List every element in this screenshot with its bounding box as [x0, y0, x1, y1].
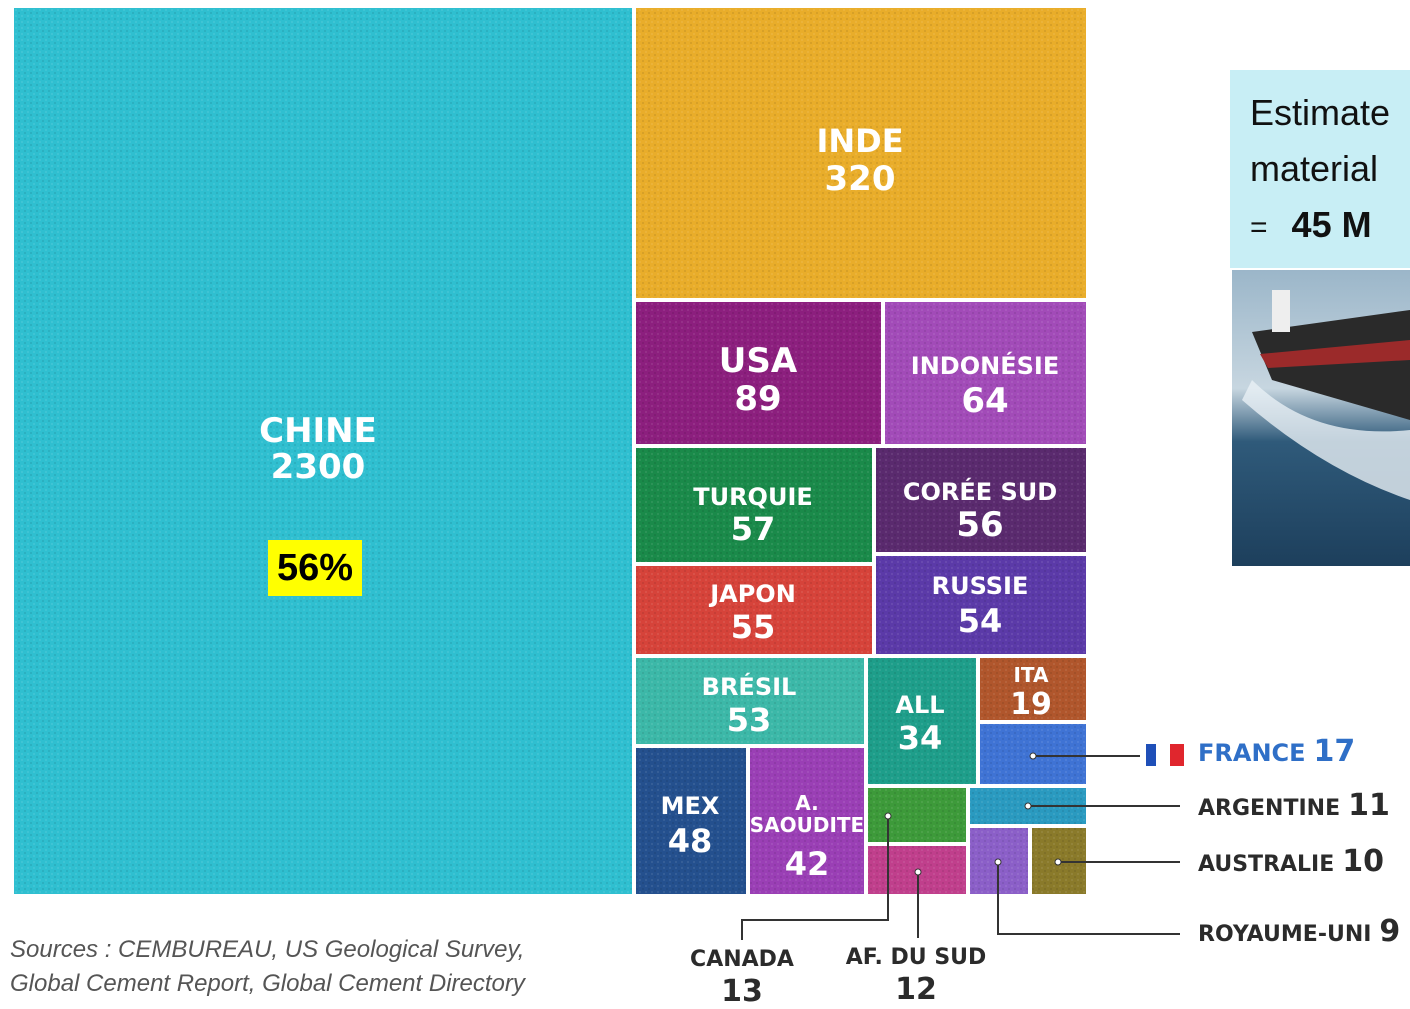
tile-name-label: ITA: [1013, 663, 1049, 687]
estimate-note: Estimate material = 45 M: [1230, 70, 1410, 268]
callout-name: FRANCE: [1198, 739, 1306, 767]
sources-note: Sources : CEMBUREAU, US Geological Surve…: [10, 933, 525, 1001]
callout-value: 17: [1313, 734, 1356, 769]
tile-name-label: USA: [719, 341, 798, 381]
tile-value-label: 2300: [271, 447, 366, 487]
china-share-badge: 56%: [268, 540, 362, 596]
tile-value-label: 55: [731, 608, 776, 646]
callout-argentine: ARGENTINE 11: [1198, 788, 1390, 823]
callout-value: 10: [1342, 844, 1385, 879]
sources-line-1: Sources : CEMBUREAU, US Geological Surve…: [10, 936, 525, 963]
callout-value: 9: [1379, 914, 1401, 949]
tile-name-label: A.: [795, 791, 818, 815]
tile-canada: [868, 788, 966, 842]
ship-wake: [1242, 380, 1410, 500]
callout-canada: CANADA 13: [652, 944, 832, 1008]
tile-value-label: 19: [1010, 687, 1052, 722]
tile-texture: [636, 748, 746, 894]
tile-value-label: 320: [825, 159, 896, 199]
tile-texture: [885, 302, 1086, 444]
callout-value: 13: [721, 974, 763, 1009]
tile-value-label: 48: [668, 822, 713, 860]
note-value: 45 M: [1291, 204, 1372, 245]
callout-name: AF. DU SUD: [845, 945, 987, 970]
callout-af-du-sud: AF. DU SUD 12: [826, 942, 1006, 1006]
note-equals: =: [1250, 211, 1268, 244]
tile-texture: [868, 658, 976, 784]
tile-value-label: 89: [734, 379, 781, 419]
callout-name: CANADA: [690, 947, 794, 972]
tile-texture: [636, 8, 1086, 298]
tile-texture: [876, 448, 1086, 552]
ship-illustration: [1242, 290, 1410, 500]
tile-name-label: SAOUDITE: [750, 813, 864, 837]
tile-name-label: CHINE: [259, 411, 377, 451]
leader-dot: [884, 812, 892, 820]
tile-a-saoudite: A.SAOUDITE 42: [750, 748, 864, 894]
tile-value-label: 54: [958, 602, 1003, 640]
ship-bridge: [1272, 290, 1290, 332]
tile-name-label: INDONÉSIE: [911, 351, 1059, 380]
tile-texture: [750, 748, 864, 894]
tile-value-label: 64: [961, 381, 1008, 421]
leader-line: [997, 862, 1180, 935]
sources-line-2: Global Cement Report, Global Cement Dire…: [10, 970, 525, 997]
callout-value: 11: [1348, 788, 1390, 823]
tile-value-label: 57: [731, 510, 776, 548]
tile-value-label: 42: [785, 845, 830, 883]
ship-stripe: [1260, 340, 1410, 368]
leader-dot: [914, 868, 922, 876]
leader-dot: [994, 858, 1002, 866]
callout-name: ARGENTINE: [1198, 796, 1341, 821]
tile-texture: [980, 658, 1086, 720]
tile-name-label: TURQUIE: [693, 483, 813, 511]
callout-royaume-uni: ROYAUME-UNI 9: [1198, 914, 1400, 949]
tile-name-label: CORÉE SUD: [903, 477, 1057, 506]
tile-value-label: 53: [727, 701, 772, 739]
tile-value-label: 56: [956, 505, 1003, 545]
leader-dot: [1054, 858, 1062, 866]
tile-name-label: INDE: [816, 122, 903, 160]
tile-texture: [636, 302, 881, 444]
note-line-1: Estimate: [1250, 92, 1391, 133]
tile-name-label: JAPON: [708, 580, 796, 608]
note-line-2: material: [1250, 148, 1379, 189]
leader-dot: [1029, 752, 1037, 760]
tile-name-label: BRÉSIL: [702, 672, 797, 701]
tile-texture: [876, 556, 1086, 654]
tile-name-label: MEX: [661, 792, 720, 820]
callout-france: FRANCE 17: [1198, 734, 1355, 769]
ship-hull: [1252, 310, 1410, 420]
tile-texture: [868, 788, 966, 842]
callout-value: 12: [895, 972, 937, 1007]
tile-name-label: RUSSIE: [932, 572, 1029, 600]
leader-dot: [1024, 802, 1032, 810]
france-flag-icon: [1146, 744, 1184, 766]
tile-texture: [636, 448, 872, 562]
tile-value-label: 34: [898, 719, 943, 757]
tile-texture: [636, 566, 872, 654]
note-line-3: = 45 M: [1250, 204, 1372, 246]
tile-name-label: ALL: [895, 691, 944, 719]
tile-texture: [14, 8, 632, 894]
tile-texture: [636, 658, 864, 744]
callout-name: AUSTRALIE: [1198, 852, 1335, 877]
callout-australie: AUSTRALIE 10: [1198, 844, 1384, 879]
callout-name: ROYAUME-UNI: [1198, 922, 1372, 947]
bulk-carrier-photo: [1232, 270, 1410, 566]
leader-line: [741, 816, 889, 940]
